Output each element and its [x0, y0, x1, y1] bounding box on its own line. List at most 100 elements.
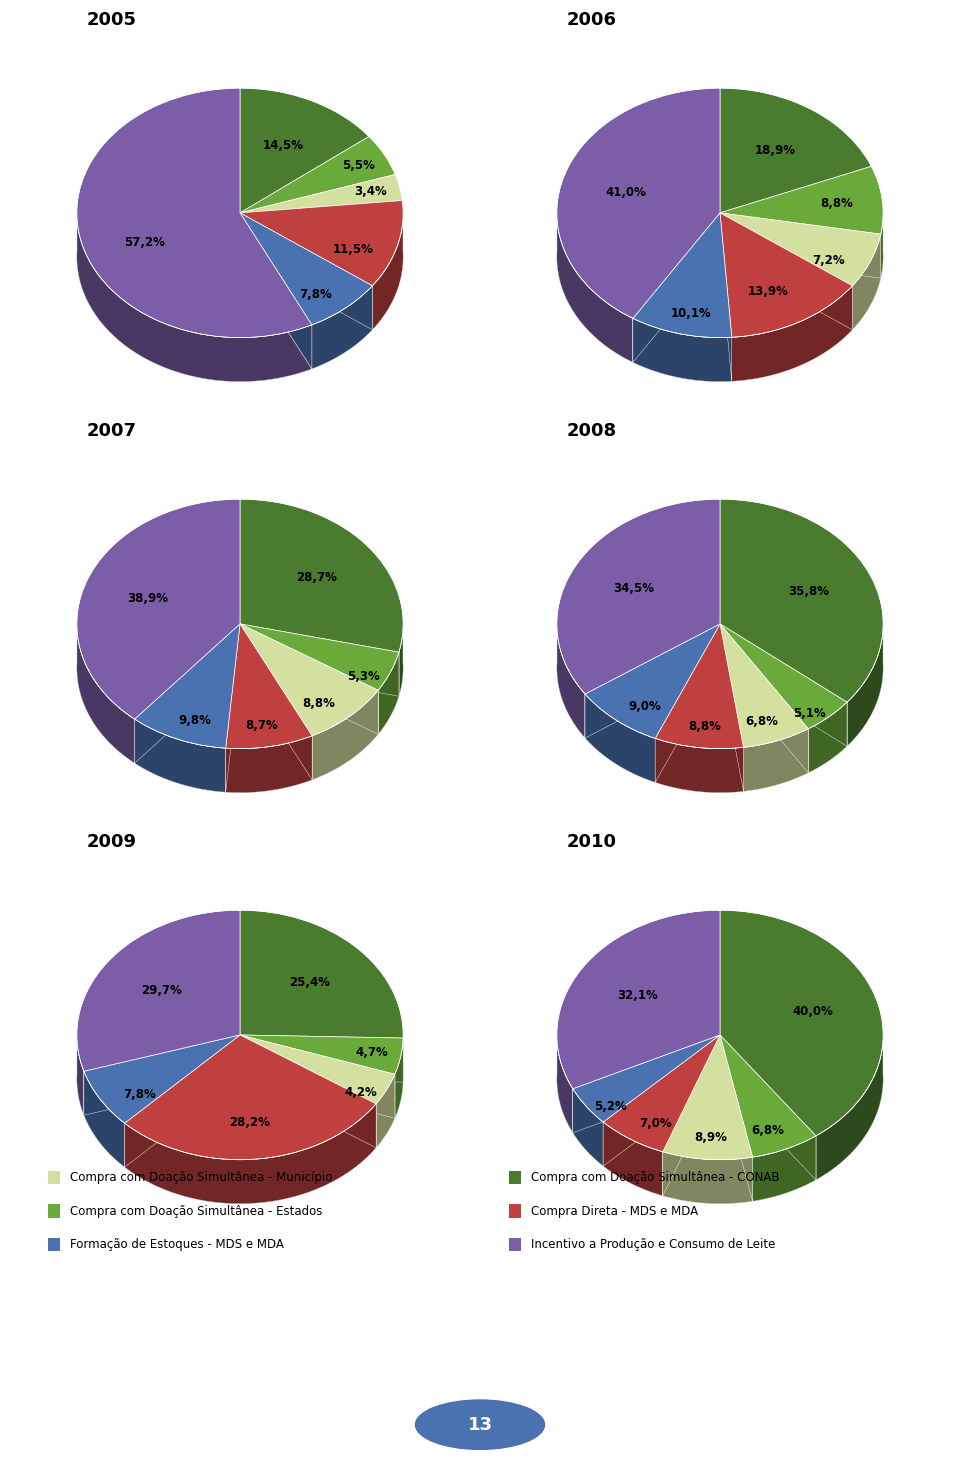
- Polygon shape: [720, 624, 808, 772]
- Text: 6,8%: 6,8%: [751, 1124, 783, 1136]
- Polygon shape: [633, 213, 732, 338]
- Text: 5,2%: 5,2%: [594, 1100, 627, 1113]
- Polygon shape: [240, 213, 372, 324]
- Polygon shape: [372, 207, 403, 330]
- Polygon shape: [125, 1104, 376, 1204]
- Polygon shape: [585, 694, 655, 782]
- Polygon shape: [240, 137, 396, 213]
- Text: 4,2%: 4,2%: [344, 1086, 376, 1100]
- Text: 7,8%: 7,8%: [123, 1088, 156, 1101]
- Text: 7,8%: 7,8%: [300, 288, 332, 301]
- Polygon shape: [655, 624, 720, 782]
- Polygon shape: [134, 624, 240, 749]
- Polygon shape: [720, 213, 852, 338]
- Polygon shape: [240, 1035, 403, 1075]
- Text: 35,8%: 35,8%: [788, 586, 828, 597]
- Polygon shape: [240, 1035, 403, 1082]
- Polygon shape: [240, 624, 399, 696]
- Polygon shape: [240, 201, 403, 286]
- Polygon shape: [720, 1035, 753, 1201]
- Polygon shape: [847, 619, 883, 746]
- Polygon shape: [240, 1035, 395, 1119]
- Polygon shape: [662, 1035, 720, 1196]
- Polygon shape: [720, 910, 883, 1136]
- Text: 4,7%: 4,7%: [355, 1047, 388, 1058]
- Text: Incentivo a Produção e Consumo de Leite: Incentivo a Produção e Consumo de Leite: [531, 1239, 776, 1251]
- Polygon shape: [585, 624, 720, 738]
- Polygon shape: [125, 1035, 240, 1167]
- Text: Formação de Estoques - MDS e MDA: Formação de Estoques - MDS e MDA: [70, 1239, 284, 1251]
- Polygon shape: [240, 1035, 395, 1119]
- Text: 25,4%: 25,4%: [290, 976, 330, 989]
- Text: 28,7%: 28,7%: [297, 571, 337, 584]
- Polygon shape: [226, 624, 312, 749]
- Polygon shape: [312, 286, 372, 368]
- Text: 2008: 2008: [566, 423, 616, 440]
- Polygon shape: [125, 1035, 376, 1160]
- Text: 14,5%: 14,5%: [263, 139, 303, 153]
- Polygon shape: [240, 624, 378, 734]
- Text: 8,8%: 8,8%: [821, 197, 853, 210]
- Polygon shape: [720, 1035, 753, 1201]
- Ellipse shape: [77, 132, 403, 382]
- Polygon shape: [816, 1029, 883, 1180]
- Polygon shape: [557, 910, 720, 1089]
- Polygon shape: [77, 499, 240, 719]
- Polygon shape: [720, 213, 881, 286]
- Polygon shape: [240, 175, 402, 213]
- Ellipse shape: [557, 954, 883, 1204]
- Polygon shape: [720, 1035, 816, 1180]
- Polygon shape: [720, 88, 872, 213]
- Text: 11,5%: 11,5%: [333, 242, 373, 255]
- Text: Compra com Doação Simultânea - Município: Compra com Doação Simultânea - Município: [70, 1171, 332, 1183]
- Polygon shape: [881, 208, 883, 277]
- Polygon shape: [720, 624, 808, 772]
- Polygon shape: [240, 1035, 376, 1148]
- Polygon shape: [720, 624, 808, 747]
- Text: 7,2%: 7,2%: [812, 254, 845, 267]
- Polygon shape: [557, 208, 633, 363]
- Ellipse shape: [77, 543, 403, 793]
- Polygon shape: [84, 1035, 240, 1116]
- Text: 18,9%: 18,9%: [755, 144, 795, 157]
- Text: 2007: 2007: [86, 423, 136, 440]
- Polygon shape: [603, 1035, 720, 1166]
- Polygon shape: [240, 910, 403, 1038]
- Polygon shape: [134, 624, 240, 763]
- Text: 2009: 2009: [86, 834, 136, 851]
- Polygon shape: [732, 286, 852, 382]
- Text: 13: 13: [468, 1415, 492, 1434]
- Text: 57,2%: 57,2%: [124, 236, 165, 250]
- Polygon shape: [557, 618, 585, 738]
- Polygon shape: [662, 1152, 753, 1204]
- Polygon shape: [662, 1035, 753, 1160]
- Polygon shape: [395, 1038, 403, 1119]
- Polygon shape: [134, 719, 226, 793]
- Polygon shape: [378, 652, 399, 734]
- Polygon shape: [720, 624, 847, 746]
- Polygon shape: [399, 618, 403, 696]
- Polygon shape: [603, 1035, 720, 1152]
- Text: 9,8%: 9,8%: [179, 713, 211, 727]
- Polygon shape: [720, 213, 852, 330]
- Text: 34,5%: 34,5%: [613, 583, 654, 596]
- Polygon shape: [240, 624, 312, 780]
- Polygon shape: [240, 88, 369, 213]
- Polygon shape: [557, 1031, 573, 1133]
- Polygon shape: [655, 738, 743, 793]
- Text: 8,9%: 8,9%: [694, 1132, 728, 1144]
- Polygon shape: [753, 1136, 816, 1201]
- Polygon shape: [633, 213, 720, 363]
- Text: 2005: 2005: [86, 12, 136, 29]
- Polygon shape: [240, 213, 372, 330]
- Polygon shape: [573, 1035, 720, 1133]
- Polygon shape: [720, 213, 881, 277]
- Polygon shape: [720, 213, 732, 382]
- Polygon shape: [808, 702, 847, 772]
- Text: 3,4%: 3,4%: [354, 185, 388, 198]
- Ellipse shape: [77, 954, 403, 1204]
- Text: 13,9%: 13,9%: [747, 285, 788, 298]
- Polygon shape: [226, 624, 240, 793]
- Polygon shape: [633, 319, 732, 382]
- Polygon shape: [240, 624, 312, 780]
